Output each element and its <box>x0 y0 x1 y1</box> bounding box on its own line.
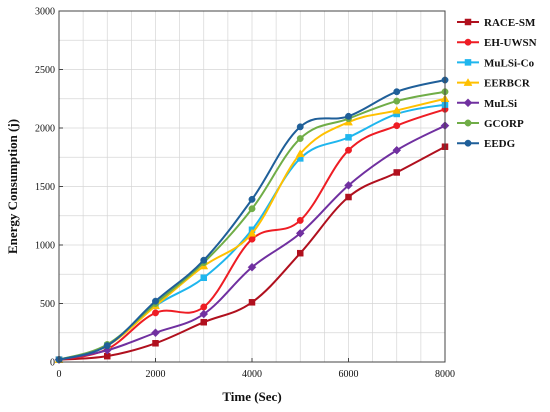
x-tick-label: 2000 <box>146 369 166 380</box>
data-point-eh-uwsn <box>152 309 159 317</box>
data-point-eh-uwsn <box>200 303 208 311</box>
legend-label: MuLSi-Co <box>484 57 535 69</box>
y-axis-title: Energy Consumption (j) <box>5 119 20 254</box>
data-point-eedg <box>152 297 159 305</box>
series-lines <box>54 76 450 365</box>
legend-swatch-marker <box>464 59 472 66</box>
data-point-mulsi <box>247 262 257 272</box>
data-point-mulsi <box>199 309 209 319</box>
legend-label: GCORP <box>484 118 524 130</box>
data-point-eh-uwsn <box>296 216 304 224</box>
data-point-mulsi-co <box>345 134 352 141</box>
legend: RACE-SM EH-UWSN MuLSi-Co EERBCR MuLSi GCORP EE… <box>457 17 537 150</box>
y-tick-label: 1000 <box>35 241 55 252</box>
data-point-mulsi <box>344 180 353 190</box>
data-point-gcorp <box>296 135 304 142</box>
x-tick-label: 8000 <box>435 369 455 380</box>
legend-item-gcorp: GCORP <box>457 118 524 130</box>
x-axis-title: Time (Sec) <box>222 389 281 404</box>
data-point-mulsi-co <box>200 274 207 282</box>
data-point-race-sm <box>152 340 159 347</box>
data-point-eerbcr <box>295 149 305 157</box>
data-point-mulsi <box>295 228 305 238</box>
x-tick-label: 0 <box>57 369 62 380</box>
legend-item-eh-uwsn: EH-UWSN <box>457 37 537 49</box>
data-point-race-sm <box>297 249 304 257</box>
y-tick-label: 2000 <box>35 124 55 135</box>
legend-label: EEDG <box>484 138 516 150</box>
legend-label: EERBCR <box>484 78 531 90</box>
data-point-eedg <box>393 88 401 96</box>
data-point-eedg <box>200 256 208 264</box>
data-point-race-sm <box>200 318 207 326</box>
data-point-eerbcr <box>392 105 402 114</box>
y-tick-label: 0 <box>50 358 55 369</box>
legend-label: MuLSi <box>484 98 517 110</box>
data-point-eedg <box>103 342 111 350</box>
grid <box>58 10 446 363</box>
legend-swatch-marker <box>463 78 473 86</box>
y-tick-label: 500 <box>40 299 55 310</box>
legend-swatch-marker <box>464 38 472 46</box>
legend-swatch-marker <box>464 18 472 26</box>
data-point-gcorp <box>393 97 401 105</box>
data-point-race-sm <box>345 193 352 201</box>
legend-item-mulsi: MuLSi <box>457 98 517 110</box>
data-point-gcorp <box>248 205 256 213</box>
data-point-eedg <box>296 123 304 131</box>
x-tick-label: 6000 <box>339 369 359 380</box>
data-point-eedg <box>345 112 352 120</box>
data-point-eedg <box>248 195 256 203</box>
legend-swatch-marker <box>463 98 473 108</box>
data-point-race-sm <box>248 299 256 306</box>
legend-swatch-marker <box>464 139 472 147</box>
data-point-race-sm <box>393 169 400 176</box>
axis-ticks: 0 2000 4000 6000 8000 0 500 1000 1500 2000 2500 300… <box>35 7 455 381</box>
y-tick-label: 3000 <box>35 7 55 18</box>
data-point-mulsi <box>151 328 160 338</box>
legend-label: EH-UWSN <box>484 37 537 49</box>
data-point-mulsi <box>392 145 402 155</box>
legend-label: RACE-SM <box>484 17 536 29</box>
data-point-eh-uwsn <box>393 122 401 130</box>
legend-swatch-marker <box>464 119 472 127</box>
data-point-eh-uwsn <box>345 146 352 154</box>
legend-item-eedg: EEDG <box>457 138 516 150</box>
legend-item-eerbcr: EERBCR <box>457 78 531 90</box>
data-point-eerbcr <box>247 228 257 237</box>
y-tick-label: 2500 <box>35 65 55 76</box>
y-tick-label: 1500 <box>35 182 55 193</box>
legend-item-mulsi-co: MuLSi-Co <box>457 57 535 69</box>
legend-item-race-sm: RACE-SM <box>457 17 536 29</box>
x-tick-label: 4000 <box>242 369 262 380</box>
